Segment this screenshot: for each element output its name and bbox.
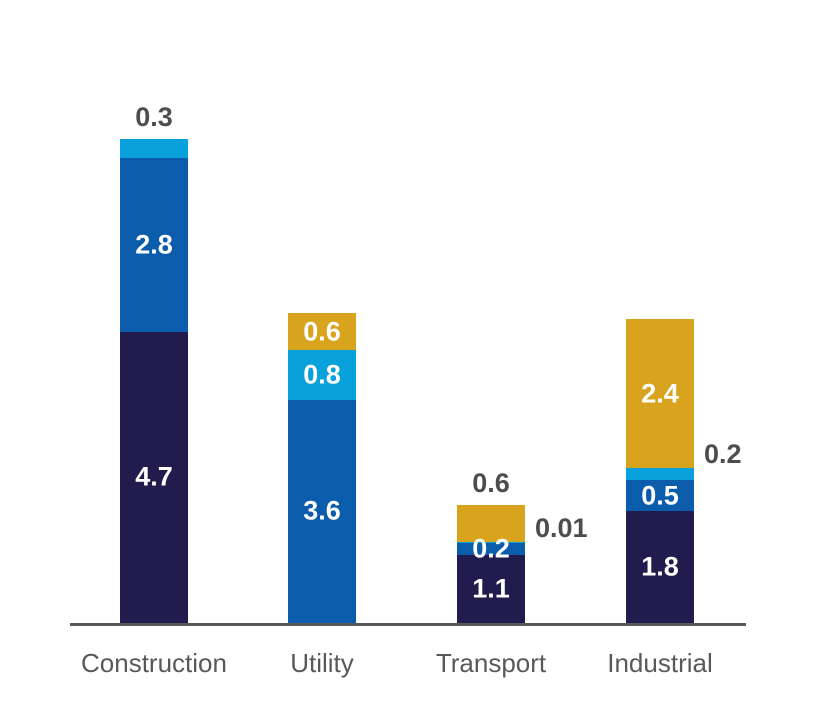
segment-gold [626, 319, 694, 468]
segment-gold [457, 504, 525, 542]
segment-light-blue [288, 350, 356, 400]
segment-light-blue [457, 541, 525, 543]
segment-dark-navy [120, 331, 188, 623]
segment-value-label: 3.6 [303, 495, 341, 526]
outside-value-label-right: 0.2 [704, 439, 742, 469]
segment-medium-blue [457, 542, 525, 555]
category-label-construction: Construction [81, 648, 227, 678]
segment-value-label: 0.2 [472, 533, 510, 564]
segment-medium-blue [288, 399, 356, 623]
category-label-transport: Transport [435, 648, 547, 678]
segment-light-blue [120, 139, 188, 158]
segment-value-label: 1.8 [641, 551, 679, 582]
segment-dark-navy [457, 554, 525, 623]
segment-value-label: 0.5 [641, 480, 679, 511]
segment-light-blue [626, 468, 694, 481]
segment-value-label: 1.1 [472, 573, 510, 604]
bar-industrial: 1.8 0.5 0.2 2.4 [626, 319, 742, 623]
bar-utility: 3.6 0.8 0.6 [288, 313, 356, 623]
segment-medium-blue [626, 480, 694, 512]
segment-value-label: 0.6 [303, 316, 341, 347]
outside-value-label-right: 0.01 [535, 512, 588, 543]
segment-value-label: 0.8 [303, 359, 341, 390]
outside-value-label-above: 0.6 [472, 467, 510, 498]
category-label-utility: Utility [290, 648, 354, 678]
segment-value-label: 4.7 [135, 461, 173, 492]
segment-dark-navy [626, 511, 694, 623]
segment-value-label: 2.8 [135, 229, 173, 260]
category-label-industrial: Industrial [607, 648, 713, 678]
segment-value-label: 2.4 [641, 378, 679, 409]
outside-value-label-above: 0.3 [135, 102, 173, 133]
x-axis-line [70, 623, 746, 626]
segment-medium-blue [120, 158, 188, 332]
plot-area: 4.7 2.8 0.3 3.6 0.8 0.6 1.1 0.2 0.01 0.6 1.8 0.5 0.2… [120, 104, 742, 623]
bar-construction: 4.7 2.8 0.3 [120, 104, 188, 623]
bar-transport: 1.1 0.2 0.01 0.6 [457, 469, 588, 623]
segment-gold [288, 313, 356, 351]
